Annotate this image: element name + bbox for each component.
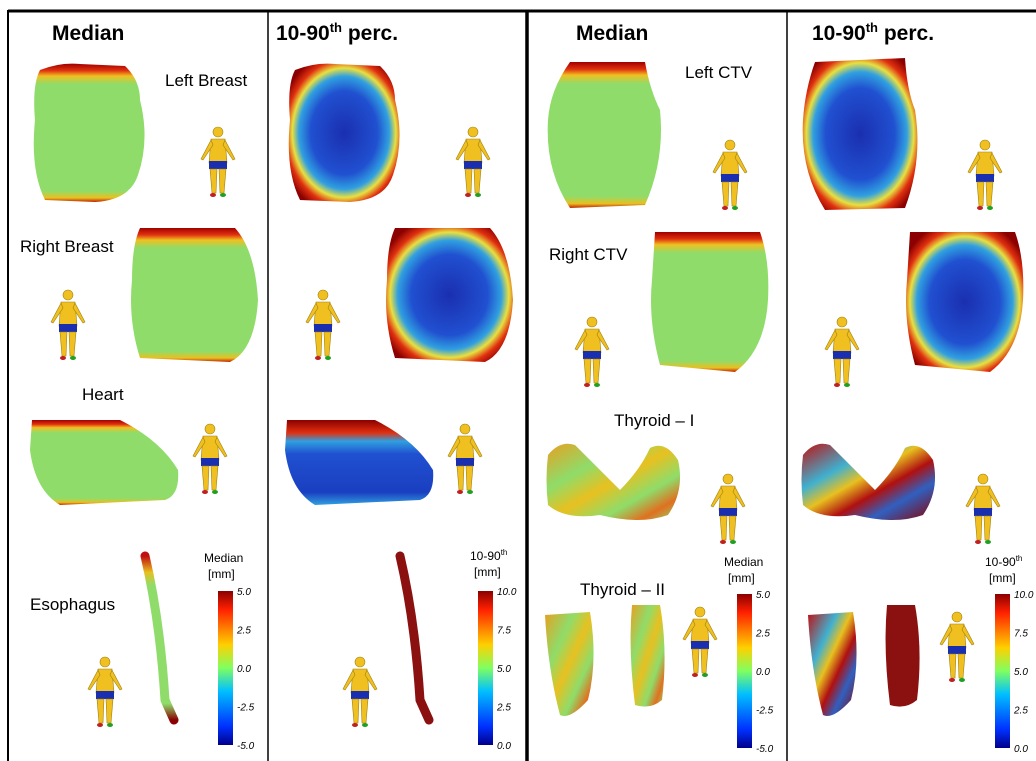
header-part: perc. [878,22,934,45]
colorbar-title-sup: th [501,548,508,557]
colorbar-tick-label: -2.5 [237,703,255,714]
organ-label: Right Breast [20,237,114,256]
colorbar-tick-label: 10.0 [1014,590,1034,601]
colorbar-tick-label: 7.5 [1014,629,1028,640]
colorbar-tick-label: 2.5 [496,703,511,714]
colorbar-tick-label: 5.0 [756,590,770,601]
header-part: perc. [342,22,398,45]
colorbar-unit: [mm] [989,571,1016,585]
header-part: 10-90 [812,22,866,45]
organ-label: Heart [82,385,124,404]
colorbar-tick-label: -2.5 [756,706,774,717]
colorbar [737,594,752,748]
colorbar-tick-label: -5.0 [756,744,774,755]
colorbar-tick-label: 5.0 [497,664,511,675]
colorbar-tick-label: 0.0 [237,664,251,675]
colorbar-title: Median [724,555,763,569]
header-sup: th [866,20,878,35]
colorbar-tick-label: 7.5 [497,626,511,637]
colorbar-tick-label: 2.5 [1013,706,1028,717]
organ-label: Thyroid – II [580,580,665,599]
colorbar-tick-label: 0.0 [1014,744,1028,755]
colorbar [995,594,1010,748]
colorbar-title-part: 10-90 [985,555,1016,569]
colorbar-tick-label: 5.0 [1014,667,1028,678]
colorbar-unit: [mm] [474,565,501,579]
colorbar-tick-label: 2.5 [755,629,770,640]
organ-label: Esophagus [30,595,115,614]
colorbar-unit: [mm] [208,567,235,581]
page: {"panels": [ {"header": {"text": "Median… [0,0,1036,761]
colorbar-title: Median [204,551,243,565]
colorbar-tick-label: 2.5 [236,626,251,637]
colorbar-title-part: 10-90 [470,549,501,563]
panel-header: Median [52,22,124,45]
colorbar [218,591,233,745]
organ-label: Right CTV [549,245,628,264]
panel-header: Median [576,22,648,45]
colorbar [478,591,493,745]
panel-header: 10-90th perc. [812,20,934,45]
header-sup: th [330,20,342,35]
organ-label: Thyroid – I [614,411,694,430]
colorbar-tick-label: -5.0 [237,741,255,752]
colorbar-tick-label: 0.0 [756,667,770,678]
header-part: 10-90 [276,22,330,45]
colorbar-title: 10-90th [470,548,507,563]
colorbar-tick-label: 10.0 [497,587,517,598]
colorbar-title: 10-90th [985,554,1022,569]
colorbar-title-sup: th [1016,554,1023,563]
organ-label: Left CTV [685,63,753,82]
colorbar-unit: [mm] [728,571,755,585]
colorbar-tick-label: 0.0 [497,741,511,752]
colorbar-tick-label: 5.0 [237,587,251,598]
organ-label: Left Breast [165,71,247,90]
panel-header: 10-90th perc. [276,20,398,45]
figure: Median 10-90th perc. Median 10-90th perc… [0,0,1036,761]
